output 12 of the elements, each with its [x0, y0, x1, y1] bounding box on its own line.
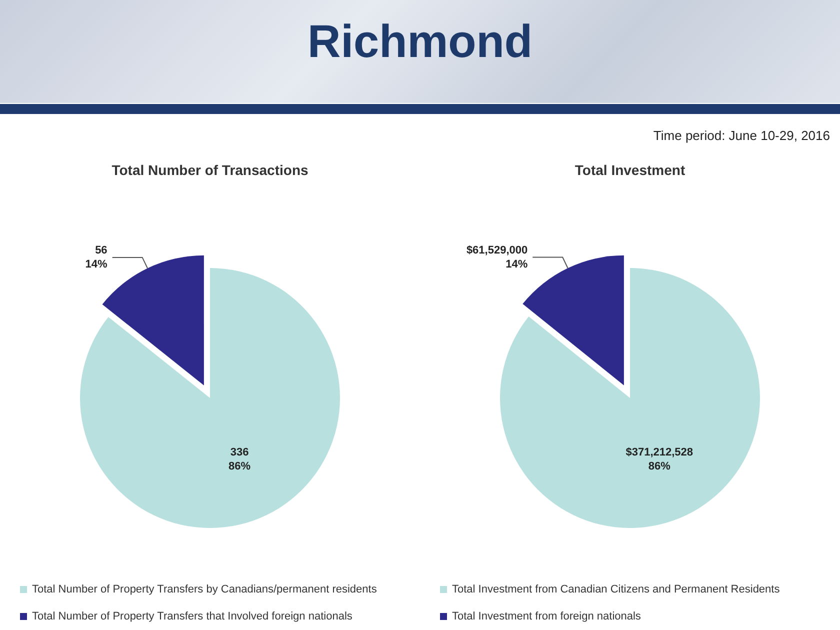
legend-label: Total Investment from Canadian Citizens and Permanent Residents [452, 584, 780, 596]
data-label: 56 14% [85, 244, 108, 270]
legend-label: Total Number of Property Transfers that Involved foreign nationals [32, 610, 353, 622]
data-label: $371,212,528 86% [626, 446, 694, 472]
data-label: $61,529,000 14% [466, 244, 528, 270]
chart-title: Total Number of Transactions [112, 162, 308, 178]
legend-label: Total Number of Property Transfers by Canadians/permanent residents [32, 584, 378, 596]
chart-title: Total Investment [574, 162, 686, 178]
text: Richmond [306, 14, 534, 68]
data-label: 336 86% [228, 446, 251, 472]
legend-label: Total Investment from foreign nationals [452, 610, 642, 622]
text: Time period: June 10-29, 2016 [653, 128, 830, 143]
